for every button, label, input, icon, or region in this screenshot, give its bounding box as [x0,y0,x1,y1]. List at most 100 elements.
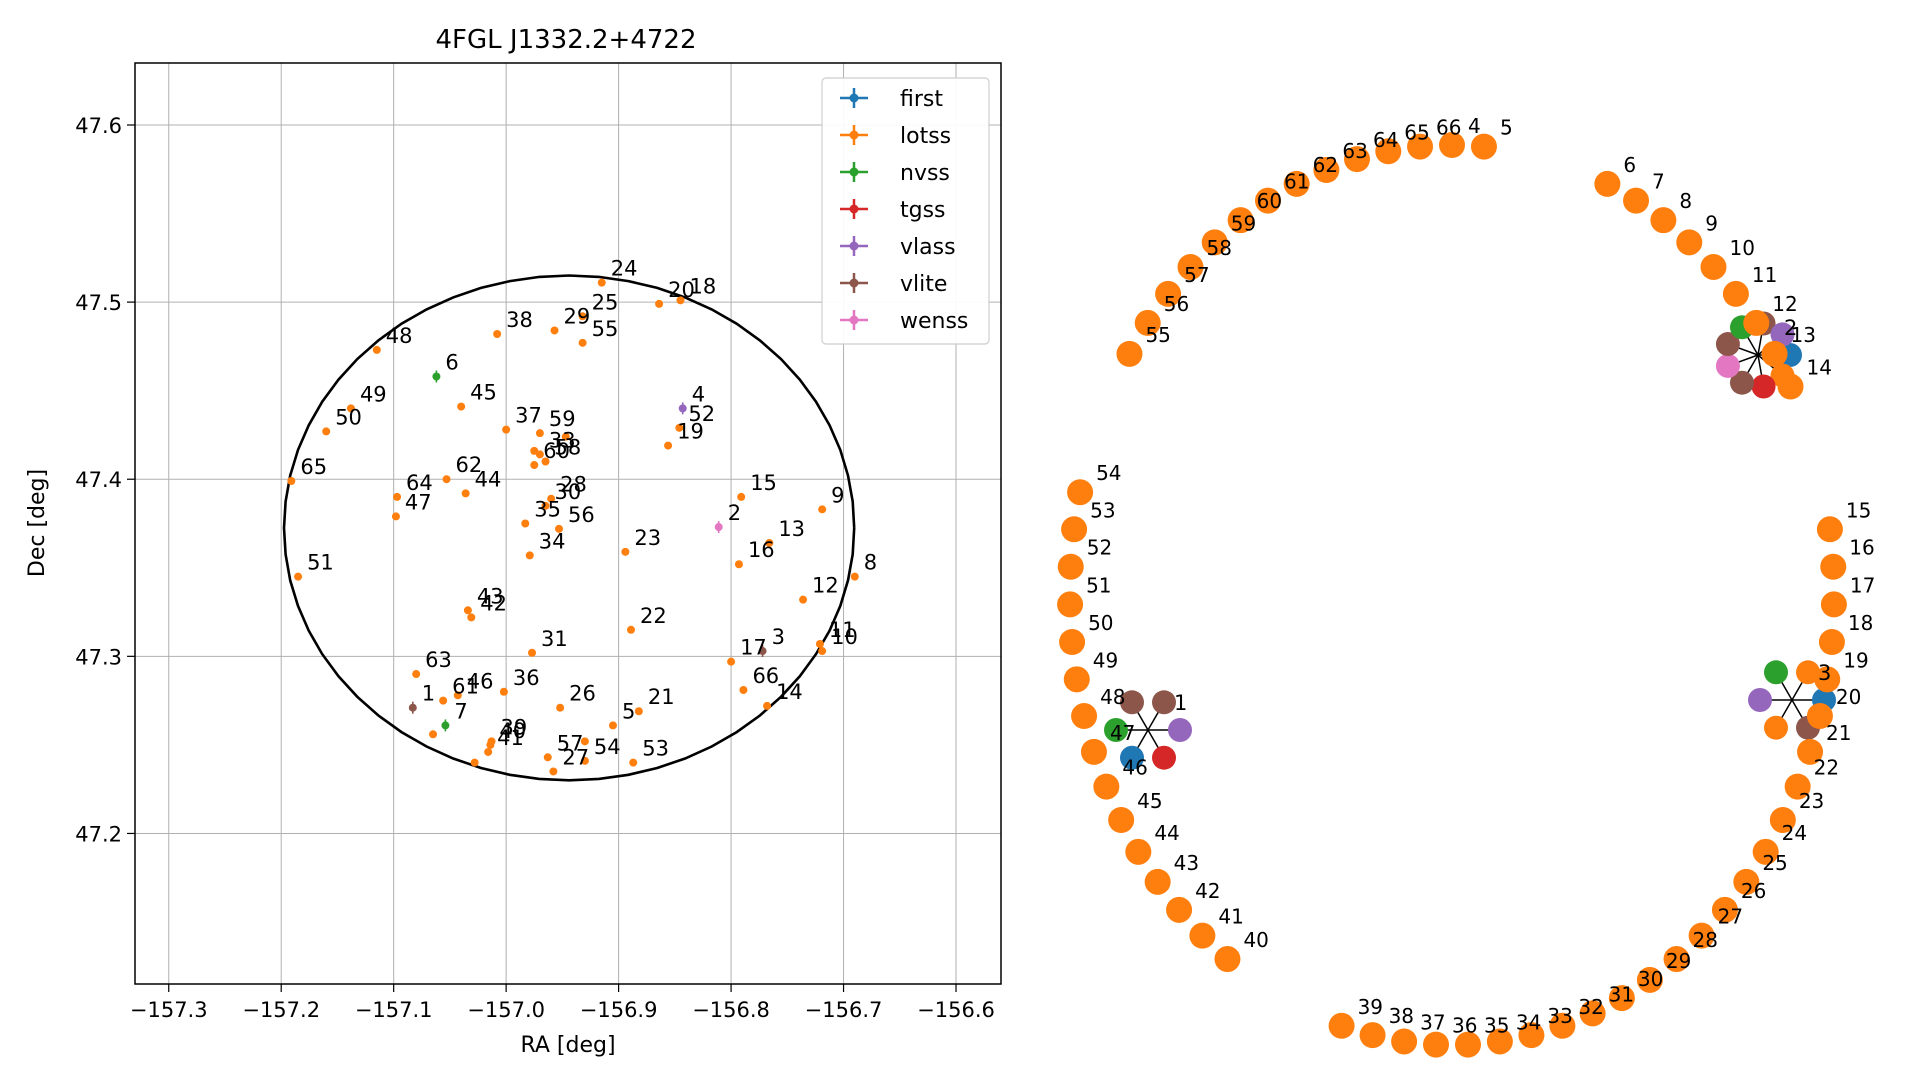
graph-node-label: 30 [1638,967,1663,991]
point-label: 14 [776,680,803,704]
graph-node-lotss [1227,207,1254,234]
graph-node-vlass [1168,718,1192,742]
lotss-point [463,606,472,615]
legend-marker-tgss [849,204,859,214]
graph-node-lotss [1797,738,1824,765]
graph-node-lotss [1676,229,1703,256]
graph-node-wenss [1715,353,1740,378]
point-label: 24 [611,257,638,281]
graph-node-lotss [1144,868,1171,895]
x-tick-label: −157.3 [130,998,208,1022]
graph-node-label: 3 [1818,661,1831,685]
graph-node-label: 25 [1762,851,1787,875]
point-label: 8 [864,551,877,575]
lotss-point [818,505,827,514]
point-label: 56 [568,503,595,527]
graph-node-lotss [1166,896,1193,923]
graph-node-label: 37 [1420,1010,1445,1034]
lotss-point [629,758,638,767]
graph-node-lotss [1733,868,1760,895]
lotss-point [676,296,685,305]
lotss-point [461,489,470,498]
point-label: 12 [812,574,839,598]
graph-node-lotss [1623,187,1650,214]
graph-node-label: 20 [1836,685,1861,709]
graph-node-lotss [1214,946,1241,973]
graph-node-label: 16 [1849,536,1874,560]
graph-node-lotss [1518,1022,1545,1049]
point-label: 28 [560,473,587,497]
graph-node-vlass [1770,322,1795,347]
graph-node-lotss [1743,309,1770,336]
legend: first lotss nvss tgss vlass vlite wenss [821,77,990,345]
y-axis-ticks: 47.2 47.3 47.4 47.5 47.6 [75,114,135,846]
point-label: 61 [452,675,479,699]
graph-node-label: 5 [1500,116,1513,140]
graph-node-tgss [1751,374,1776,399]
graph-node-label: 22 [1814,756,1839,780]
point-label: 30 [555,480,582,504]
point-label: 27 [562,745,589,769]
graph-node-lotss [1486,1028,1513,1055]
x-tick-label: −157.1 [355,998,433,1022]
graph-node-lotss [1549,1012,1576,1039]
sky-map-panel: 4FGL J1332.2+4722 5891011121314151617181… [25,25,1002,1058]
lotss-point [439,696,448,705]
lotss-point [541,457,550,466]
graph-node-label: 45 [1137,789,1162,813]
graph-node-lotss [1071,703,1098,730]
lotss-point [294,572,303,581]
point-label: 3 [772,625,785,649]
lotss-point [442,475,451,484]
legend-marker-first [849,93,859,103]
graph-node-lotss [1067,479,1094,506]
graph-node-lotss [1752,838,1779,865]
point-label: 31 [541,627,568,651]
lotss-point [486,740,495,749]
legend-marker-wenss [849,315,859,325]
point-label: 59 [549,407,576,431]
lotss-point [470,758,479,767]
point-label: 45 [470,381,497,405]
graph-node-lotss [1189,922,1216,949]
lotss-point [499,687,508,696]
graph-node-label: 19 [1843,648,1868,672]
graph-node-vlite [1152,690,1176,715]
error-ellipse [282,274,856,782]
graph-node-lotss [1663,946,1690,973]
lotss-point [765,538,774,547]
point-label: 54 [594,735,621,759]
legend-label-vlite: vlite [900,272,947,297]
legend-label-tgss: tgss [900,198,946,223]
lotss-point [727,657,736,666]
graph-node-lotss [1761,340,1788,367]
graph-node-label: 14 [1807,356,1832,380]
point-label: 43 [477,584,504,608]
point-label: 26 [569,682,596,706]
point-label: 20 [668,278,695,302]
graph-node-lotss [1820,553,1847,580]
graph-node-lotss [1375,138,1402,165]
graph-node-lotss [1155,280,1182,307]
point-label: 6 [445,350,458,374]
graph-node-lotss [1080,738,1107,765]
legend-marker-vlite [849,278,859,288]
graph-node-label: 62 [1313,153,1338,177]
point-label: 9 [831,483,844,507]
graph-node-label: 13 [1791,323,1816,347]
graph-node-lotss [1579,1000,1606,1027]
point-label: 47 [405,490,432,514]
lotss-point [547,494,556,503]
x-tick-label: −156.6 [917,998,995,1022]
graph-node-label: 51 [1086,573,1111,597]
graph-node-lotss [1391,1028,1418,1055]
graph-node-label: 49 [1093,648,1118,672]
lotss-point [580,756,589,765]
point-label: 35 [534,498,561,522]
graph-node-label: 21 [1826,721,1851,745]
lotss-point [391,512,400,521]
lotss-point [484,747,493,756]
graph-node-first [1120,745,1144,770]
lotss-point [621,547,630,556]
point-label: 17 [740,636,767,660]
